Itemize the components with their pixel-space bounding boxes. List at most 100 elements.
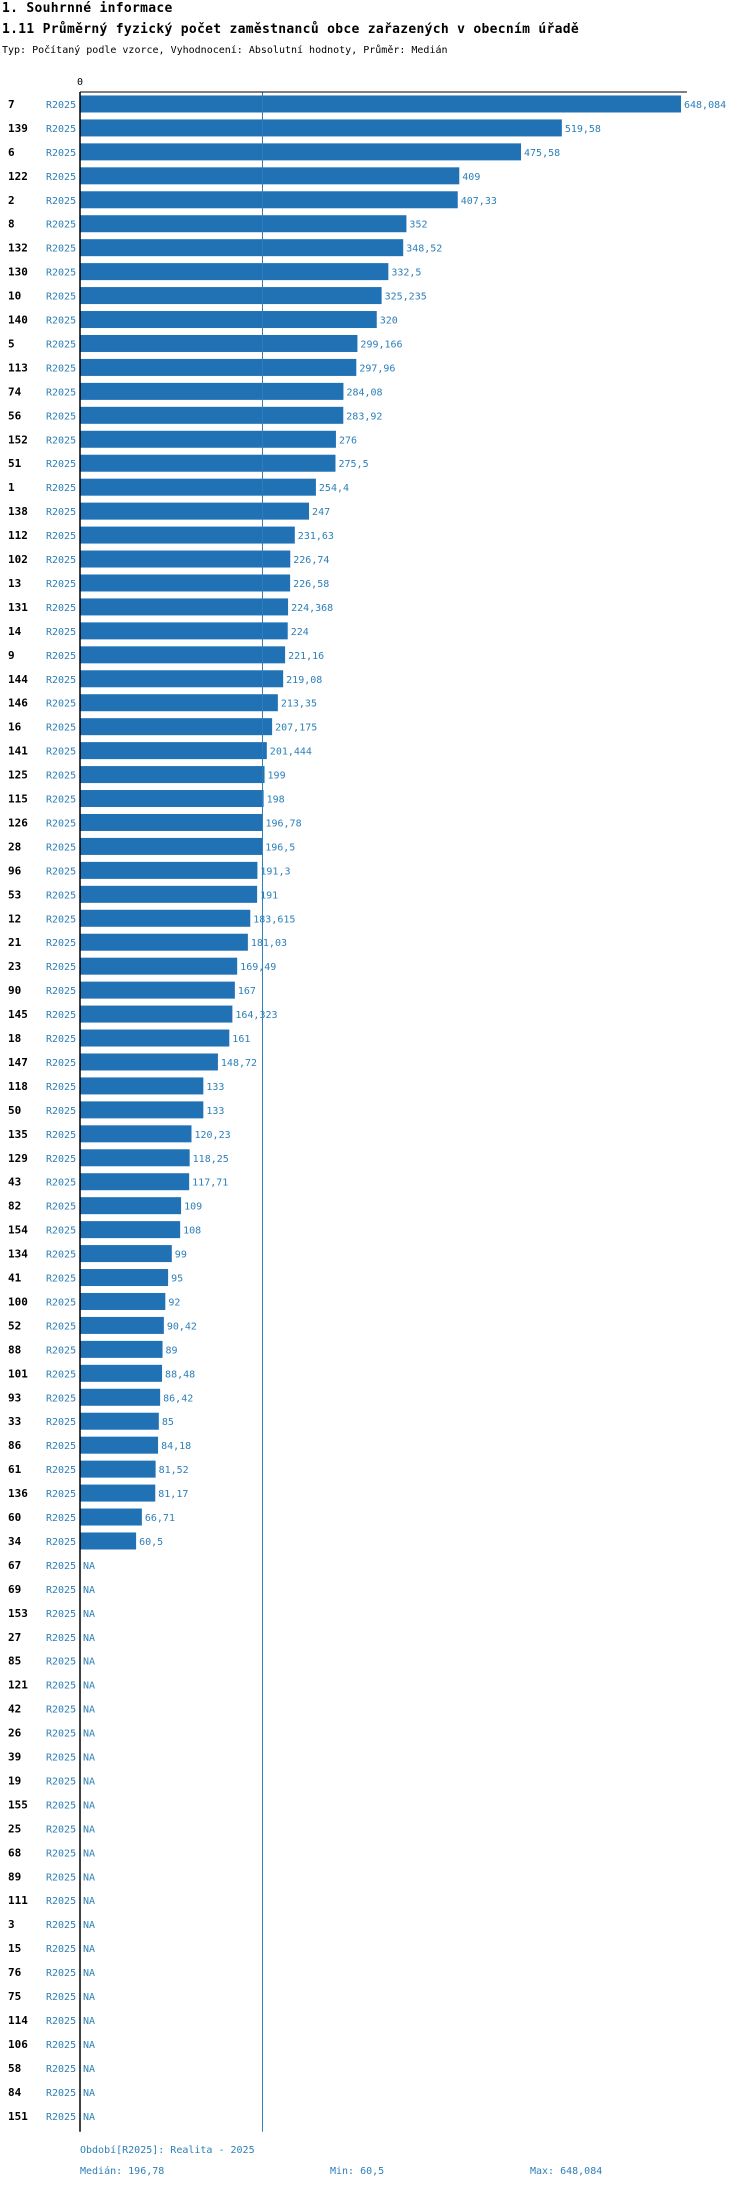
row-id-label: 84 (8, 2086, 22, 2099)
row-period-label: R2025 (46, 1776, 76, 1787)
bar-value-label: 226,58 (293, 579, 329, 590)
row-id-label: 67 (8, 1559, 21, 1572)
row-id-label: 101 (8, 1367, 28, 1380)
row-id-label: 151 (8, 2110, 28, 2123)
bar (80, 1005, 233, 1023)
row-id-label: 6 (8, 146, 15, 159)
row-id-label: 106 (8, 2038, 28, 2051)
bar-value-label: NA (83, 1561, 95, 1572)
bar-value-label: 352 (409, 220, 427, 231)
row-period-label: R2025 (46, 818, 76, 829)
row-period-label: R2025 (46, 507, 76, 518)
row-id-label: 144 (8, 673, 28, 686)
bar-value-label: NA (83, 1609, 95, 1620)
bar (80, 1532, 137, 1550)
row-id-label: 56 (8, 409, 22, 422)
bar-value-label: 191,3 (260, 866, 290, 877)
row-id-label: 15 (8, 1942, 21, 1955)
row-id-label: 9 (8, 649, 15, 662)
bar-value-label: 161 (232, 1034, 250, 1045)
row-period-label: R2025 (46, 986, 76, 997)
bar-value-label: NA (83, 1992, 95, 2003)
bar-value-label: NA (83, 2040, 95, 2051)
bar-value-label: 196,78 (265, 818, 301, 829)
bar-value-label: NA (83, 1848, 95, 1859)
row-period-label: R2025 (46, 339, 76, 350)
bar (80, 1316, 164, 1334)
bar (80, 526, 295, 544)
row-id-label: 85 (8, 1655, 21, 1668)
row-period-label: R2025 (46, 842, 76, 853)
bar (80, 957, 238, 975)
bar-value-label: 164,323 (235, 1010, 277, 1021)
row-period-label: R2025 (46, 1992, 76, 2003)
row-id-label: 16 (8, 721, 22, 734)
section-title: 1. Souhrnné informace (2, 1, 173, 16)
bar-value-label: 207,175 (275, 723, 317, 734)
row-period-label: R2025 (46, 483, 76, 494)
bar (80, 430, 336, 448)
bar (80, 406, 344, 424)
bar (80, 239, 404, 257)
bar-value-label: 224 (291, 627, 309, 638)
row-period-label: R2025 (46, 1297, 76, 1308)
bar (80, 837, 263, 855)
row-id-label: 132 (8, 242, 28, 255)
row-period-label: R2025 (46, 723, 76, 734)
bar-value-label: NA (83, 1705, 95, 1716)
bar-value-label: 409 (462, 172, 480, 183)
bar (80, 358, 357, 376)
row-period-label: R2025 (46, 148, 76, 159)
bar-value-label: 196,5 (265, 842, 295, 853)
row-period-label: R2025 (46, 1226, 76, 1237)
row-period-label: R2025 (46, 1441, 76, 1452)
row-period-label: R2025 (46, 1034, 76, 1045)
bar-value-label: 198 (267, 795, 285, 806)
row-id-label: 23 (8, 960, 21, 973)
row-id-label: 75 (8, 1990, 21, 2003)
bar-value-label: NA (83, 1729, 95, 1740)
bar-value-label: 60,5 (139, 1537, 163, 1548)
bar (80, 1149, 190, 1167)
row-period-label: R2025 (46, 1321, 76, 1332)
row-id-label: 111 (8, 1894, 28, 1907)
row-period-label: R2025 (46, 435, 76, 446)
bar-value-label: 133 (206, 1082, 224, 1093)
bar (80, 790, 264, 808)
row-id-label: 25 (8, 1822, 21, 1835)
row-period-label: R2025 (46, 651, 76, 662)
footer-max: Max: 648,084 (530, 2166, 603, 2177)
bar-value-label: 86,42 (163, 1393, 193, 1404)
row-period-label: R2025 (46, 2040, 76, 2051)
row-id-label: 90 (8, 984, 21, 997)
row-id-label: 26 (8, 1727, 22, 1740)
bar-value-label: NA (83, 1657, 95, 1668)
row-period-label: R2025 (46, 531, 76, 542)
bar-value-label: NA (83, 1753, 95, 1764)
bar-value-label: NA (83, 2088, 95, 2099)
bar-value-label: 297,96 (359, 363, 395, 374)
row-id-label: 58 (8, 2062, 21, 2075)
bar-value-label: 84,18 (161, 1441, 191, 1452)
row-period-label: R2025 (46, 1010, 76, 1021)
row-id-label: 147 (8, 1056, 28, 1069)
row-id-label: 5 (8, 337, 15, 350)
row-period-label: R2025 (46, 411, 76, 422)
bar (80, 766, 265, 784)
row-id-label: 10 (8, 290, 21, 303)
bar-value-label: 181,03 (251, 938, 287, 949)
bar (80, 981, 235, 999)
bar (80, 143, 522, 161)
bar (80, 287, 382, 305)
row-id-label: 146 (8, 697, 28, 710)
row-id-label: 126 (8, 816, 28, 829)
bar-value-label: 167 (238, 986, 256, 997)
row-period-label: R2025 (46, 2064, 76, 2075)
bar-value-label: 247 (312, 507, 330, 518)
row-period-label: R2025 (46, 1896, 76, 1907)
row-period-label: R2025 (46, 100, 76, 111)
row-id-label: 141 (8, 745, 28, 758)
row-id-label: 51 (8, 457, 22, 470)
bar-value-label: NA (83, 1896, 95, 1907)
bar-value-label: 325,235 (385, 292, 427, 303)
